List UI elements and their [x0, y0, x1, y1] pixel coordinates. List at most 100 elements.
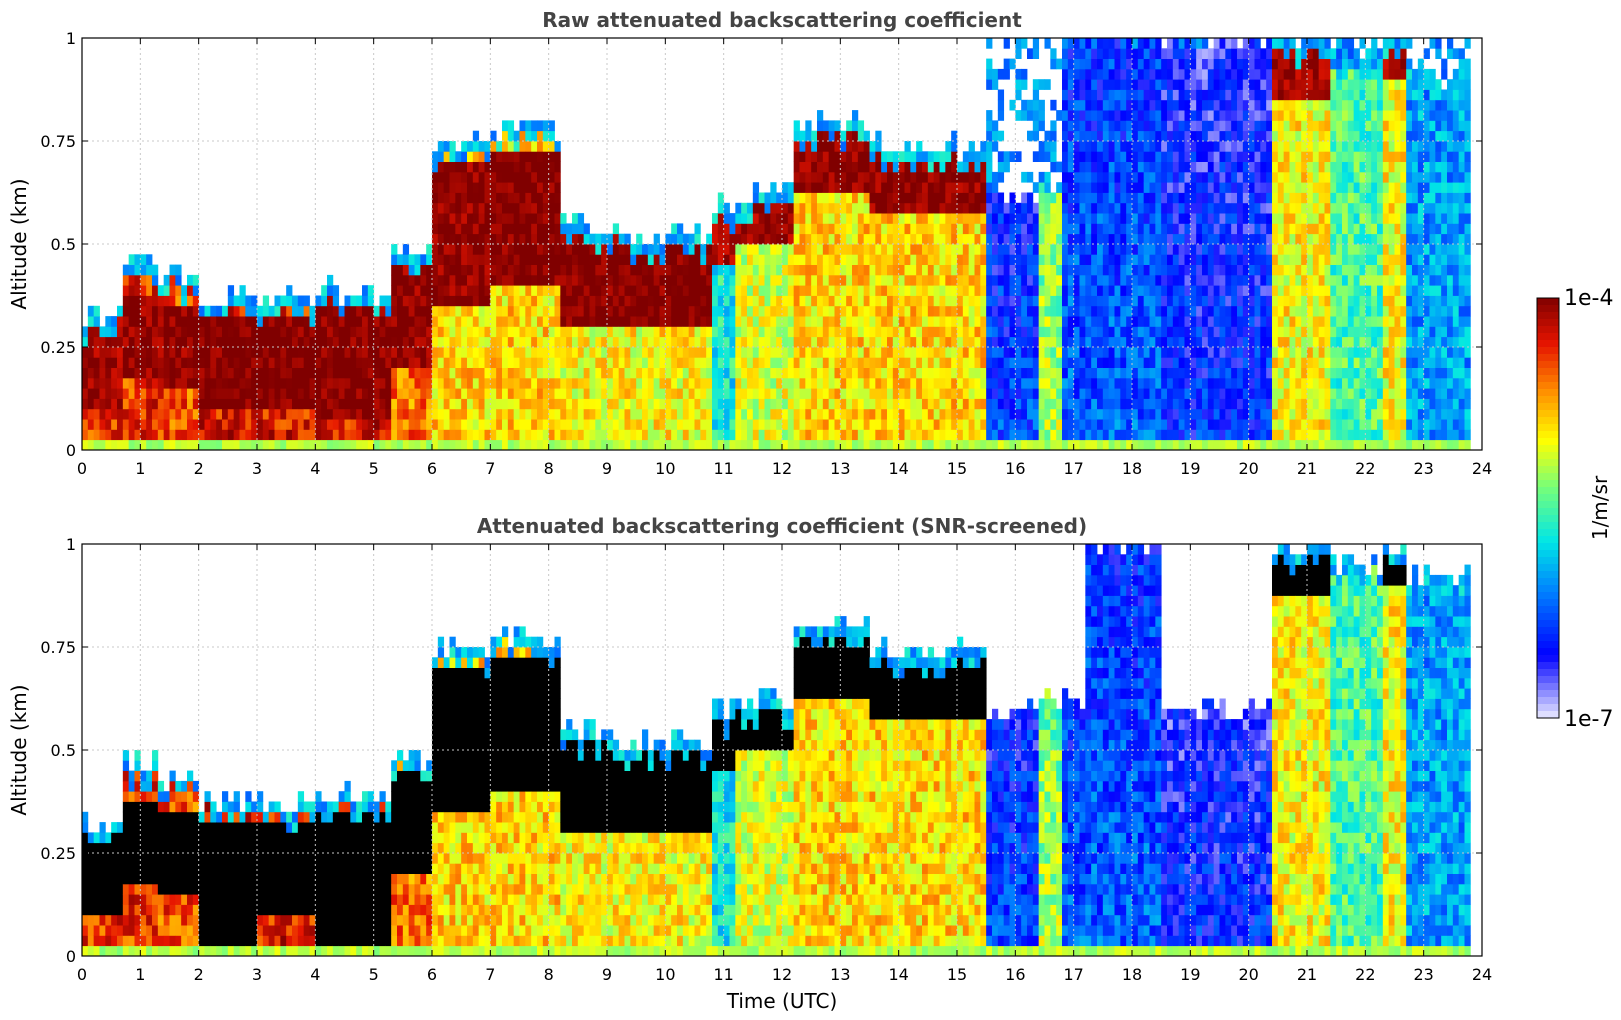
heatmap-cell — [1178, 336, 1185, 348]
heatmap-cell — [210, 429, 217, 441]
heatmap-cell — [1056, 367, 1063, 379]
heatmap-cell — [1184, 68, 1191, 80]
heatmap-cell — [857, 130, 865, 142]
heatmap-cell — [537, 305, 544, 317]
heatmap-cell — [210, 367, 217, 379]
heatmap-cell — [572, 305, 579, 317]
heatmap-cell — [811, 316, 818, 327]
heatmap-cell — [1044, 408, 1051, 420]
heatmap-cell — [863, 419, 870, 430]
heatmap-cell — [554, 151, 561, 162]
heatmap-cell — [612, 326, 620, 338]
heatmap-cell — [1126, 38, 1133, 49]
heatmap-cell — [922, 182, 929, 193]
heatmap-cell — [286, 316, 293, 327]
heatmap-cell — [548, 439, 555, 451]
heatmap-cell — [531, 233, 538, 245]
heatmap-cell — [997, 223, 1005, 235]
heatmap-cell — [782, 398, 789, 410]
heatmap-cell — [957, 254, 964, 265]
heatmap-cell — [677, 377, 684, 389]
heatmap-cell — [1137, 357, 1145, 368]
heatmap-cell — [379, 316, 386, 327]
heatmap-cell — [1050, 202, 1057, 214]
heatmap-cell — [478, 171, 485, 183]
heatmap-cell — [980, 439, 987, 451]
heatmap-cell — [1132, 79, 1139, 90]
heatmap-cell — [799, 367, 806, 379]
heatmap-cell — [805, 285, 812, 296]
heatmap-cell — [525, 130, 532, 142]
heatmap-cell — [362, 295, 369, 307]
heatmap-cell — [752, 429, 760, 441]
heatmap-cell — [163, 429, 170, 441]
heatmap-cell — [834, 244, 841, 255]
heatmap-cell — [957, 192, 964, 204]
heatmap-cell — [852, 151, 859, 162]
heatmap-cell — [496, 202, 503, 214]
heatmap-cell — [776, 439, 783, 451]
heatmap-cell — [1032, 388, 1040, 399]
heatmap-cell — [303, 367, 310, 379]
heatmap-cell — [682, 336, 690, 348]
heatmap-cell — [467, 429, 474, 441]
heatmap-cell — [1062, 202, 1069, 214]
heatmap-cell — [799, 377, 806, 389]
heatmap-cell — [892, 264, 900, 276]
heatmap-cell — [659, 254, 666, 265]
heatmap-cell — [758, 398, 765, 410]
heatmap-cell — [426, 254, 433, 265]
heatmap-cell — [1155, 295, 1162, 307]
heatmap-cell — [397, 264, 404, 276]
heatmap-cell — [204, 305, 211, 317]
heatmap-cell — [647, 316, 655, 327]
heatmap-cell — [502, 357, 509, 368]
heatmap-cell — [1167, 357, 1174, 368]
heatmap-cell — [898, 357, 905, 368]
heatmap-cell — [968, 357, 975, 368]
heatmap-cell — [1085, 326, 1092, 338]
heatmap-cell — [93, 388, 100, 399]
heatmap-cell — [478, 223, 485, 235]
heatmap-cell — [1132, 347, 1139, 358]
heatmap-cell — [1062, 48, 1069, 59]
heatmap-cell — [980, 305, 987, 317]
heatmap-cell — [735, 274, 742, 286]
heatmap-cell — [1167, 408, 1174, 420]
heatmap-cell — [455, 398, 462, 410]
heatmap-cell — [1120, 316, 1127, 327]
heatmap-cell — [1172, 120, 1180, 132]
heatmap-cell — [128, 367, 135, 379]
heatmap-cell — [134, 439, 141, 451]
heatmap-cell — [82, 439, 89, 451]
heatmap-cell — [951, 326, 958, 338]
heatmap-cell — [513, 264, 520, 276]
heatmap-cell — [927, 295, 935, 307]
heatmap-cell — [525, 233, 532, 245]
heatmap-cell — [1073, 120, 1080, 132]
heatmap-cell — [496, 408, 503, 420]
heatmap-cell — [811, 408, 818, 420]
heatmap-cell — [787, 202, 795, 214]
heatmap-cell — [811, 202, 818, 214]
heatmap-cell — [192, 439, 200, 451]
heatmap-cell — [729, 305, 736, 317]
heatmap-cell — [957, 336, 964, 348]
heatmap-cell — [927, 326, 935, 338]
heatmap-cell — [916, 264, 923, 276]
heatmap-cell — [898, 305, 905, 317]
heatmap-cell — [344, 377, 351, 389]
heatmap-cell — [1207, 89, 1215, 101]
heatmap-cell — [1172, 398, 1180, 410]
heatmap-cell — [1032, 89, 1040, 101]
heatmap-cell — [997, 388, 1005, 399]
heatmap-cell — [484, 202, 491, 214]
heatmap-cell — [542, 398, 550, 410]
heatmap-cell — [589, 419, 596, 430]
heatmap-cell — [1003, 439, 1010, 451]
heatmap-cell — [817, 377, 824, 389]
heatmap-cell — [478, 419, 485, 430]
heatmap-cell — [758, 326, 765, 338]
heatmap-cell — [1114, 439, 1121, 451]
heatmap-cell — [257, 347, 264, 358]
